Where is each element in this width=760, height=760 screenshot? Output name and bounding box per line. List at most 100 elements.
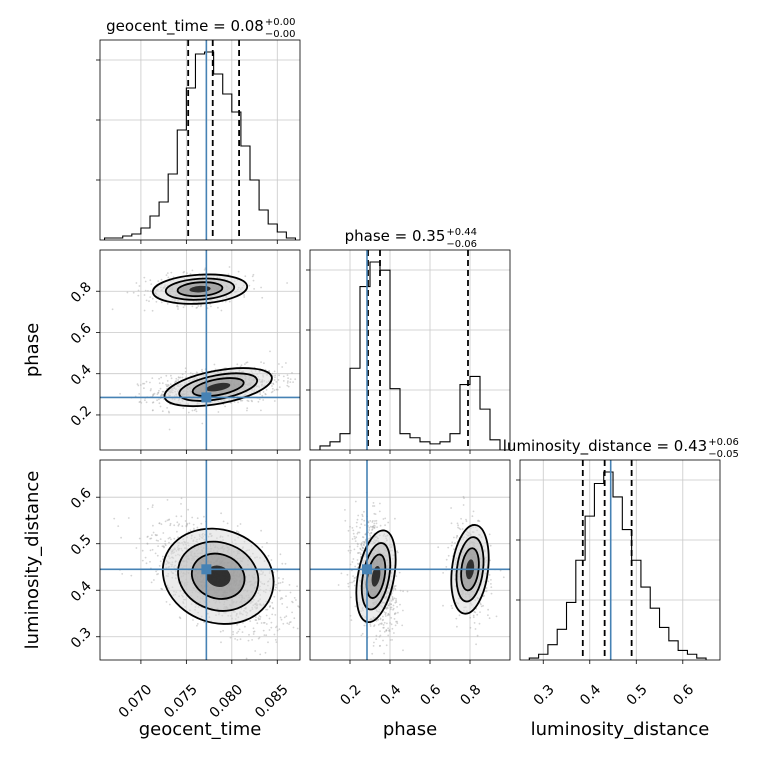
sample-point <box>490 583 492 585</box>
sample-point <box>302 633 304 635</box>
sample-point <box>363 544 365 546</box>
sample-point <box>267 641 269 644</box>
sample-point <box>397 611 399 614</box>
sample-point <box>358 531 361 534</box>
sample-point <box>368 537 371 540</box>
sample-point <box>156 393 159 396</box>
sample-point <box>91 393 93 395</box>
sample-point <box>181 525 184 528</box>
sample-point <box>151 309 154 312</box>
sample-point <box>138 393 141 395</box>
contour-1 <box>164 277 236 301</box>
sample-point <box>161 393 163 396</box>
sample-point <box>152 394 154 397</box>
sample-point <box>265 614 268 617</box>
sample-point <box>275 625 278 628</box>
sample-point <box>476 634 479 637</box>
density-level-3 <box>371 565 381 587</box>
sample-point <box>349 581 351 584</box>
sample-point <box>180 497 183 500</box>
sample-point <box>480 605 483 608</box>
sample-point <box>270 621 273 624</box>
sample-point <box>469 626 472 629</box>
sample-point <box>385 612 387 614</box>
title-plus-geocent_time: +0.00 <box>265 17 296 28</box>
sample-point <box>263 621 266 624</box>
sample-point <box>200 304 203 307</box>
sample-point <box>292 381 294 383</box>
sample-point <box>369 623 372 625</box>
sample-point <box>147 507 149 510</box>
sample-point <box>349 545 351 548</box>
sample-point <box>347 549 350 552</box>
sample-point <box>159 560 162 563</box>
x-axis-label-geocent_time: geocent_time <box>139 719 262 740</box>
sample-point <box>392 587 395 590</box>
sample-point <box>143 309 146 312</box>
sample-point <box>234 638 237 640</box>
sample-point <box>362 540 365 543</box>
sample-point <box>286 382 289 384</box>
sample-point <box>265 634 268 637</box>
sample-point <box>289 378 292 380</box>
sample-point <box>256 622 259 625</box>
sample-point <box>363 541 366 544</box>
sample-point <box>375 634 378 637</box>
sample-point <box>140 402 143 404</box>
sample-point <box>210 305 212 308</box>
sample-point <box>289 621 292 623</box>
sample-point <box>148 300 150 303</box>
sample-point <box>495 615 498 618</box>
sample-point <box>462 504 465 506</box>
contour-2 <box>460 547 480 592</box>
sample-point <box>287 377 289 380</box>
x-axis-label-phase: phase <box>383 719 437 740</box>
sample-point <box>293 597 296 599</box>
sample-point <box>137 384 140 387</box>
panel-frame <box>309 249 511 451</box>
sample-point <box>273 379 276 381</box>
sample-point <box>151 297 154 300</box>
sample-point <box>201 368 203 371</box>
y-tick-label-phase: 0.2 <box>68 403 95 430</box>
sample-point <box>354 577 356 579</box>
sample-point <box>262 629 265 632</box>
sample-point <box>168 603 171 606</box>
sample-point <box>168 428 171 431</box>
panel-frame <box>99 459 301 661</box>
sample-point <box>398 571 401 574</box>
x-tick-label-luminosity_distance: 0.4 <box>577 682 604 709</box>
sample-point <box>340 572 343 575</box>
density-level-3 <box>189 285 211 293</box>
sample-point <box>296 585 298 588</box>
sample-point <box>445 566 448 568</box>
sample-point <box>257 637 260 640</box>
sample-point <box>160 523 163 526</box>
sample-point <box>282 375 285 378</box>
sample-point <box>357 543 359 545</box>
sample-point <box>378 510 381 513</box>
sample-point <box>379 524 382 527</box>
sample-point <box>189 372 192 375</box>
sample-point <box>361 536 364 538</box>
sample-point <box>178 616 181 619</box>
sample-point <box>386 622 388 625</box>
sample-point <box>263 362 265 365</box>
sample-point <box>184 370 187 373</box>
sample-point <box>141 559 144 562</box>
sample-point <box>289 381 292 383</box>
sample-point <box>113 517 116 520</box>
sample-point <box>156 573 158 576</box>
sample-point <box>454 542 456 544</box>
sample-point <box>371 652 374 655</box>
sample-point <box>375 519 378 522</box>
sample-point <box>391 627 394 630</box>
sample-point <box>283 616 286 619</box>
sample-point <box>237 270 240 273</box>
sample-point <box>259 653 262 656</box>
hist-group <box>310 250 510 450</box>
sample-point <box>302 607 304 609</box>
sample-point <box>286 374 289 376</box>
sample-point <box>353 579 356 582</box>
sample-point <box>121 573 124 575</box>
